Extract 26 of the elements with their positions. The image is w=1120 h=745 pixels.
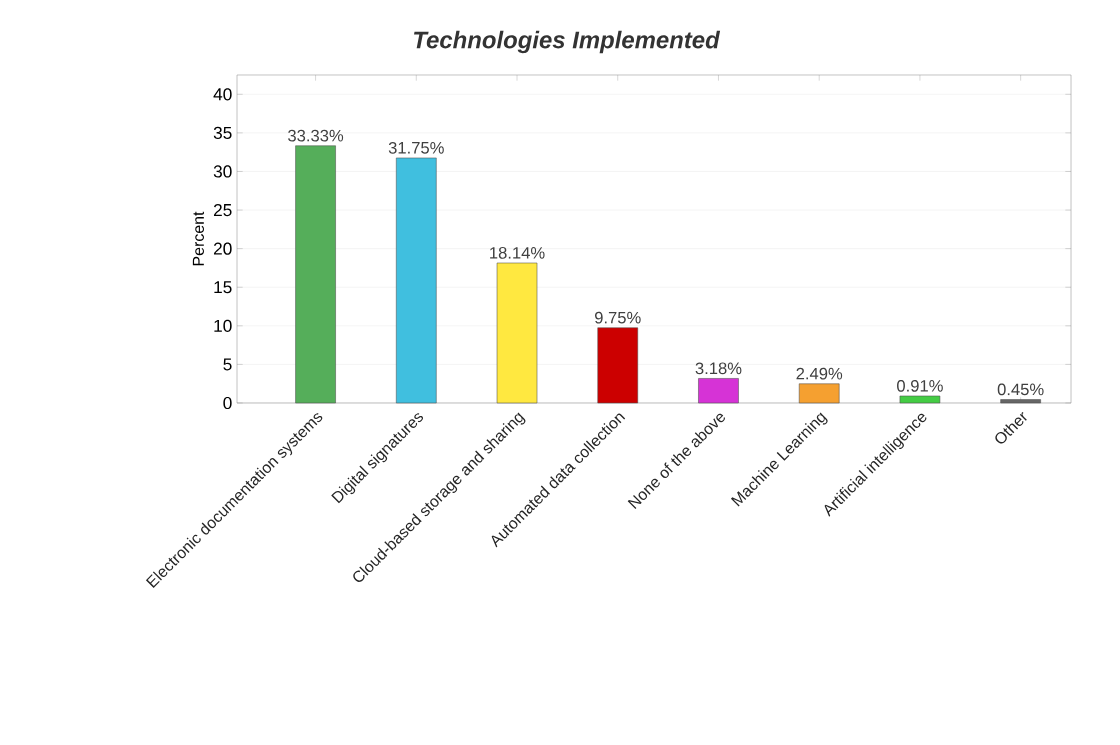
- bar: [899, 395, 941, 404]
- chart-title: Technologies Implemented: [414, 30, 721, 54]
- y-tick-label: 30: [213, 165, 232, 178]
- data-label: 33.33%: [288, 129, 344, 142]
- y-tick-label: 35: [213, 126, 232, 139]
- data-label: 0.91%: [897, 379, 943, 392]
- y-tick-label: 10: [214, 319, 232, 332]
- data-label: 18.14%: [490, 246, 545, 259]
- bar: [396, 157, 437, 404]
- y-axis-title: Percent: [192, 211, 204, 266]
- data-label: 0.45%: [997, 383, 1044, 396]
- data-label: 31.75%: [388, 141, 444, 154]
- y-tick-label: 5: [223, 358, 232, 371]
- bar: [597, 327, 639, 404]
- data-label: 3.18%: [695, 362, 742, 375]
- y-tick-label: 15: [214, 281, 232, 294]
- data-label: 9.75%: [594, 311, 641, 324]
- y-tick-label: 20: [213, 242, 232, 255]
- bar: [698, 378, 739, 404]
- y-tick-label: 40: [213, 88, 232, 101]
- bar: [798, 383, 840, 404]
- y-tick-label: 25: [213, 203, 232, 217]
- y-tick-label: 0: [223, 396, 232, 410]
- bar: [496, 262, 538, 404]
- data-label: 2.49%: [796, 367, 843, 380]
- bar: [295, 145, 336, 404]
